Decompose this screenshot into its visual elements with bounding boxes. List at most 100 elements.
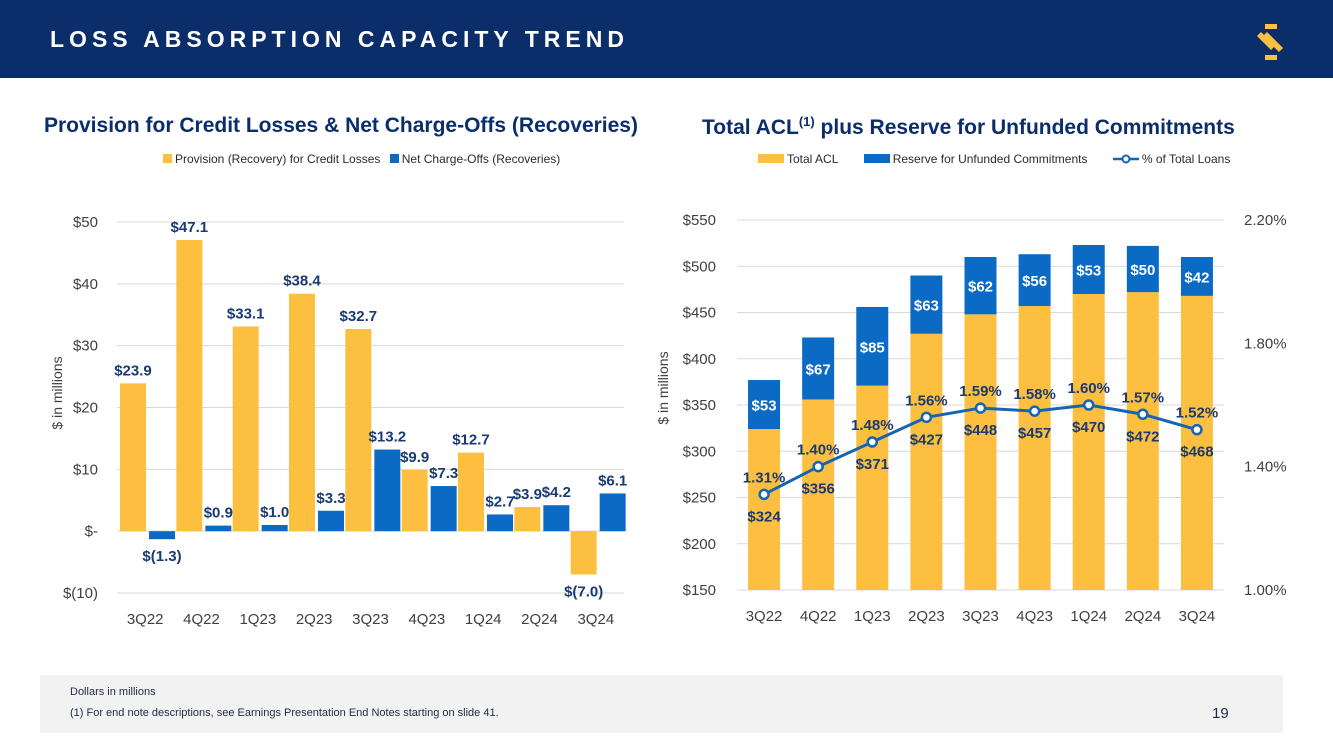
provision-data-label: $38.4 xyxy=(283,273,321,290)
left-chart-title: Provision for Credit Losses & Net Charge… xyxy=(44,114,638,137)
legend-reserve-swatch xyxy=(863,154,890,164)
y-tick-label: $300 xyxy=(683,443,716,460)
header-bar: LOSS ABSORPTION CAPACITY TREND xyxy=(0,0,1333,78)
provision-bar xyxy=(570,531,597,575)
y2-tick-label: 1.80% xyxy=(1244,335,1287,352)
legend-nco-label: Net Charge-Offs (Recoveries) xyxy=(401,152,561,166)
y-tick-label: $50 xyxy=(73,214,98,231)
reserve-bar xyxy=(910,275,943,334)
total-acl-data-label: $356 xyxy=(801,481,834,498)
reserve-bar xyxy=(1126,245,1159,293)
legend-provision: Provision (Recovery) for Credit Losses xyxy=(163,152,380,166)
y-tick-label: $250 xyxy=(683,490,716,507)
total-acl-bar xyxy=(910,333,943,590)
legend-pct-loans-swatch xyxy=(1112,154,1139,164)
total-acl-bar xyxy=(856,385,889,590)
total-acl-data-label: $472 xyxy=(1126,428,1159,445)
net-charge-off-data-label: $13.2 xyxy=(369,429,407,446)
legend-reserve: Reserve for Unfunded Commitments xyxy=(863,152,1087,166)
page-number: 19 xyxy=(1212,705,1229,722)
pct-total-loans-marker xyxy=(1082,399,1095,411)
pct-total-loans-data-label: 1.58% xyxy=(1013,386,1056,403)
reserve-bar xyxy=(964,257,997,315)
y-tick-label: $30 xyxy=(73,338,98,355)
x-tick-label: 4Q23 xyxy=(1016,608,1053,625)
pct-total-loans-data-label: 1.57% xyxy=(1122,389,1165,406)
bank-logo-icon xyxy=(1257,24,1283,60)
legend-pct-loans: % of Total Loans xyxy=(1112,152,1231,166)
net-charge-off-data-label: $4.2 xyxy=(542,484,571,501)
provision-data-label: $12.7 xyxy=(452,432,490,449)
net-charge-off-bar xyxy=(205,525,232,532)
y-tick-label: $400 xyxy=(683,351,716,368)
reserve-bar xyxy=(802,337,835,400)
x-tick-label: 3Q23 xyxy=(962,608,999,625)
legend-total-acl-swatch xyxy=(758,154,784,164)
acl-chart: $550 $500 $450 $400 $350 $300 $250 $200 $150 2.20… xyxy=(655,212,1287,625)
net-charge-off-data-label: $2.7 xyxy=(485,493,514,510)
legend-provision-swatch xyxy=(163,154,172,164)
net-charge-off-data-label: $1.0 xyxy=(260,504,289,521)
reserve-data-label: $62 xyxy=(968,279,993,296)
right-chart-title: Total ACL(1) plus Reserve for Unfunded C… xyxy=(702,114,1235,140)
provision-bar xyxy=(289,293,315,532)
x-tick-label: 1Q24 xyxy=(465,611,502,628)
reserve-data-label: $63 xyxy=(914,298,939,315)
y-tick-label: $200 xyxy=(683,536,716,553)
legend-total-acl: Total ACL xyxy=(758,152,838,166)
net-charge-off-data-label: $0.9 xyxy=(204,505,233,522)
page-title: LOSS ABSORPTION CAPACITY TREND xyxy=(50,26,629,52)
x-tick-label: 2Q24 xyxy=(521,611,558,628)
total-acl-bar xyxy=(748,429,781,590)
legend-total-acl-label: Total ACL xyxy=(787,152,839,166)
reserve-bar xyxy=(856,306,889,386)
x-tick-label: 3Q24 xyxy=(577,611,614,628)
pct-total-loans-data-label: 1.59% xyxy=(959,383,1002,400)
provision-chart: $50 $40 $30 $20 $10 $- $(10) $ in millions 3Q22 $… xyxy=(49,214,627,628)
right-chart-title-footnote: (1) xyxy=(798,114,815,129)
right-chart-title-rest: plus Reserve for Unfunded Commitments xyxy=(814,116,1235,139)
legend-pct-loans-label: % of Total Loans xyxy=(1141,152,1231,166)
net-charge-off-bar xyxy=(149,531,175,540)
provision-data-label: $(7.0) xyxy=(564,583,603,600)
y-tick-label: $350 xyxy=(683,397,716,414)
y-axis-label: $ in millions xyxy=(49,356,65,429)
total-acl-data-label: $371 xyxy=(856,456,889,473)
left-chart-legend: Provision (Recovery) for Credit Losses N… xyxy=(163,152,566,166)
y-axis-label: $ in millions xyxy=(655,351,671,424)
x-tick-label: 1Q23 xyxy=(239,611,276,628)
x-tick-label: 3Q22 xyxy=(127,611,164,628)
y-tick-label: $- xyxy=(85,523,98,540)
pct-total-loans-data-label: 1.60% xyxy=(1067,380,1110,397)
y-tick-label: $10 xyxy=(73,461,98,478)
x-tick-label: 4Q22 xyxy=(183,611,220,628)
y-tick-label: $550 xyxy=(683,212,716,229)
provision-data-label: $9.9 xyxy=(400,449,429,466)
provision-bar xyxy=(232,326,259,532)
footer-note-endnotes: (1) For end note descriptions, see Earni… xyxy=(70,707,499,719)
provision-bar xyxy=(176,239,203,532)
provision-data-label: $47.1 xyxy=(171,219,209,236)
pct-total-loans-marker xyxy=(974,402,987,414)
y-tick-label: $500 xyxy=(683,258,716,275)
reserve-data-label: $85 xyxy=(860,339,885,356)
reserve-bar xyxy=(1018,254,1051,307)
provision-data-label: $3.9 xyxy=(513,486,542,503)
pct-total-loans-marker xyxy=(920,411,933,424)
x-tick-label: 4Q22 xyxy=(800,608,837,625)
provision-bar xyxy=(458,452,484,532)
x-tick-label: 1Q23 xyxy=(854,608,891,625)
provision-bar xyxy=(401,469,428,532)
pct-total-loans-marker xyxy=(1028,405,1041,417)
net-charge-off-data-label: $7.3 xyxy=(429,465,458,482)
total-acl-data-label: $324 xyxy=(747,508,781,525)
y-tick-label: $(10) xyxy=(63,585,98,602)
x-tick-label: 3Q24 xyxy=(1179,608,1216,625)
provision-data-label: $32.7 xyxy=(340,308,378,325)
footer-note-dollars: Dollars in millions xyxy=(70,686,156,698)
x-tick-label: 3Q22 xyxy=(746,608,783,625)
reserve-data-label: $67 xyxy=(806,361,831,378)
total-acl-data-label: $427 xyxy=(910,431,943,448)
provision-bar xyxy=(120,383,146,532)
provision-bar xyxy=(345,328,372,532)
